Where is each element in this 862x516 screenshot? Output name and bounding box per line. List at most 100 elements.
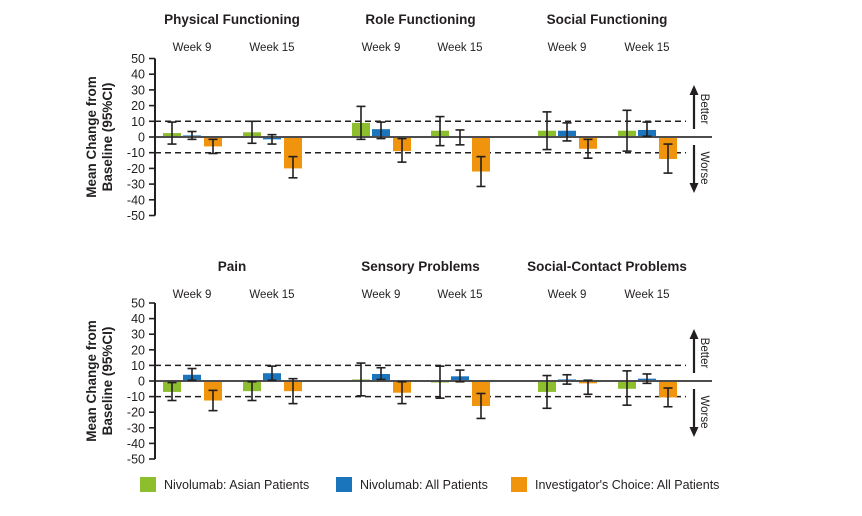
- bar-investigators-choice: [284, 137, 302, 169]
- error-bar-asian-patients: [356, 362, 366, 397]
- error-bar-all-patients: [642, 121, 652, 138]
- error-bar-asian-patients: [622, 109, 632, 152]
- y-axis-tick-label: -50: [127, 453, 145, 467]
- legend-swatch-asian-patients: [140, 477, 156, 492]
- better-label: Better: [698, 338, 710, 369]
- y-axis-tick-label: 0: [138, 375, 145, 389]
- legend: Nivolumab: Asian Patients Nivolumab: All…: [0, 477, 862, 501]
- mean-change-bar-chart: Physical Functioning Week 9 Week 15 Role Fu…: [84, 12, 712, 467]
- error-bar-investigators-choice: [476, 155, 486, 188]
- week-label: Week 15: [437, 289, 482, 301]
- legend-item-investigators-choice: Investigator's Choice: All Patients: [511, 477, 719, 492]
- week-label: Week 9: [362, 42, 401, 54]
- better-label: Better: [698, 94, 710, 125]
- error-bar-all-patients: [562, 122, 572, 142]
- error-bar-investigators-choice: [583, 138, 593, 159]
- week-label: Week 15: [624, 42, 669, 54]
- week-label: Week 15: [437, 42, 482, 54]
- week-label: Week 9: [548, 42, 587, 54]
- error-bar-asian-patients: [622, 370, 632, 406]
- error-bar-asian-patients: [542, 374, 552, 410]
- y-axis-tick-label: 40: [131, 312, 145, 326]
- domain-title: Physical Functioning: [164, 12, 300, 27]
- worse-label: Worse: [698, 395, 710, 428]
- week-label: Week 9: [173, 289, 212, 301]
- domain-title: Role Functioning: [365, 12, 475, 27]
- error-bar-investigators-choice: [583, 379, 593, 396]
- y-axis-tick-label: -20: [127, 162, 145, 176]
- worse-arrow: [689, 389, 699, 437]
- error-bar-all-patients: [562, 373, 572, 385]
- better-arrow: [689, 329, 699, 373]
- error-bar-asian-patients: [542, 111, 552, 151]
- week-label: Week 9: [548, 289, 587, 301]
- y-axis-tick-label: -20: [127, 406, 145, 420]
- y-axis-tick-label: -30: [127, 178, 145, 192]
- error-bar-asian-patients: [247, 380, 257, 402]
- domain-title: Sensory Problems: [361, 259, 480, 274]
- error-bar-investigators-choice: [663, 387, 673, 408]
- y-axis-tick-label: 30: [131, 83, 145, 97]
- panel-bottom: Pain Week 9 Week 15 Sensory Problems Week 9 W…: [84, 259, 712, 467]
- legend-swatch-investigators-choice: [511, 477, 527, 492]
- error-bar-all-patients: [187, 130, 197, 141]
- panel-top: Physical Functioning Week 9 Week 15 Role Fu…: [84, 12, 712, 223]
- bar-investigators-choice: [472, 137, 490, 172]
- week-label: Week 15: [624, 289, 669, 301]
- error-bar-all-patients: [267, 365, 277, 382]
- error-bar-investigators-choice: [397, 380, 407, 405]
- y-axis-tick-label: 50: [131, 52, 145, 66]
- week-label: Week 15: [249, 289, 294, 301]
- error-bar-investigators-choice: [208, 138, 218, 155]
- week-label: Week 9: [173, 42, 212, 54]
- error-bar-investigators-choice: [663, 143, 673, 174]
- error-bar-all-patients: [455, 369, 465, 383]
- error-bar-all-patients: [376, 366, 386, 381]
- week-label: Week 9: [362, 289, 401, 301]
- error-bar-investigators-choice: [288, 155, 298, 179]
- error-bar-all-patients: [642, 373, 652, 385]
- y-axis-tick-label: 10: [131, 359, 145, 373]
- y-axis-tick-label: 40: [131, 68, 145, 82]
- better-arrow: [689, 85, 699, 129]
- error-bar-asian-patients: [435, 365, 445, 399]
- error-bar-asian-patients: [167, 381, 177, 402]
- legend-label: Investigator's Choice: All Patients: [535, 477, 720, 492]
- legend-label: Nivolumab: Asian Patients: [164, 477, 310, 492]
- y-axis-tick-label: -40: [127, 437, 145, 451]
- week-label: Week 15: [249, 42, 294, 54]
- worse-label: Worse: [698, 151, 710, 184]
- y-axis-tick-label: -10: [127, 390, 145, 404]
- legend-item-asian-patients: Nivolumab: Asian Patients: [140, 477, 309, 492]
- legend-label: Nivolumab: All Patients: [360, 477, 488, 492]
- legend-swatch-all-patients: [336, 477, 352, 492]
- worse-arrow: [689, 145, 699, 193]
- domain-title: Social Functioning: [547, 12, 668, 27]
- error-bar-all-patients: [376, 121, 386, 140]
- error-bar-investigators-choice: [476, 392, 486, 420]
- legend-item-all-patients: Nivolumab: All Patients: [336, 477, 488, 492]
- error-bar-asian-patients: [356, 105, 366, 141]
- error-bar-all-patients: [267, 133, 277, 145]
- y-axis-tick-label: 30: [131, 328, 145, 342]
- domain-title: Social-Contact Problems: [527, 259, 687, 274]
- y-axis-tick-label: -30: [127, 421, 145, 435]
- y-axis-tick-label: 0: [138, 131, 145, 145]
- y-axis-tick-label: 20: [131, 99, 145, 113]
- error-bar-investigators-choice: [208, 389, 218, 412]
- error-bar-asian-patients: [435, 115, 445, 147]
- error-bar-all-patients: [455, 129, 465, 146]
- y-axis-tick-label: 10: [131, 115, 145, 129]
- y-axis-tick-label: -10: [127, 146, 145, 160]
- y-axis-tick-label: 20: [131, 343, 145, 357]
- y-axis-tick-label: 50: [131, 297, 145, 311]
- y-axis-tick-label: -50: [127, 209, 145, 223]
- y-axis-title: Mean Change fromBaseline (95%CI): [84, 76, 115, 198]
- y-axis-tick-label: -40: [127, 193, 145, 207]
- error-bar-asian-patients: [247, 120, 257, 145]
- error-bar-asian-patients: [167, 121, 177, 145]
- error-bar-investigators-choice: [397, 137, 407, 163]
- error-bar-all-patients: [187, 367, 197, 382]
- error-bar-investigators-choice: [288, 377, 298, 405]
